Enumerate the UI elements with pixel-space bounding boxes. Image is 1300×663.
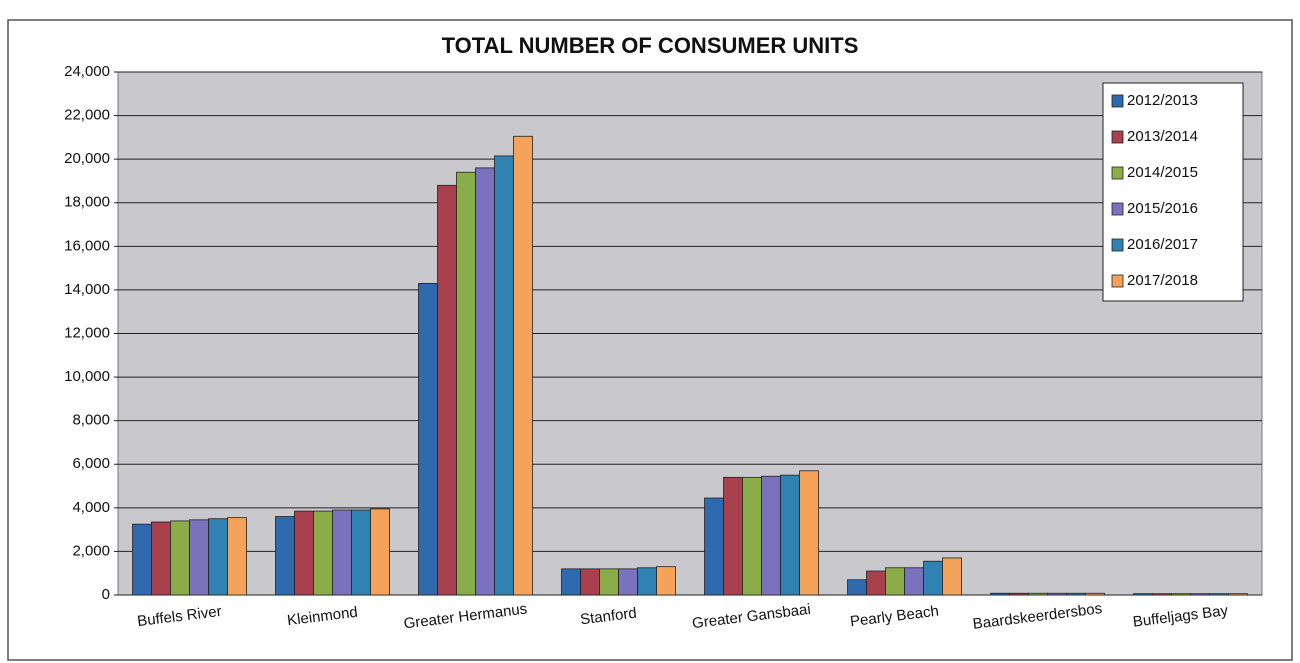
bar — [132, 523, 152, 596]
bar — [780, 474, 800, 596]
y-tick-label: 20,000 — [64, 150, 110, 167]
bar — [656, 566, 676, 596]
legend-swatch — [1111, 166, 1124, 180]
bar — [1028, 592, 1048, 596]
legend-swatch — [1111, 274, 1124, 288]
bar — [275, 516, 295, 596]
bar — [561, 568, 581, 596]
bar — [1171, 593, 1191, 596]
legend-label: 2015/2016 — [1127, 200, 1198, 217]
y-tick-label: 12,000 — [64, 324, 110, 341]
bar — [704, 497, 724, 596]
bar — [990, 592, 1010, 596]
bar — [761, 475, 781, 596]
bar — [494, 155, 514, 596]
bar — [1047, 592, 1067, 596]
legend-label: 2012/2013 — [1127, 92, 1198, 109]
bar — [885, 567, 905, 596]
bar — [618, 568, 638, 596]
legend-label: 2016/2017 — [1127, 236, 1198, 253]
y-tick-label: 10,000 — [64, 368, 110, 385]
y-tick-label: 6,000 — [72, 455, 110, 472]
bar — [370, 508, 390, 596]
bar — [847, 579, 867, 596]
y-tick-label: 8,000 — [72, 412, 110, 429]
bar — [475, 167, 495, 596]
y-tick-label: 2,000 — [72, 542, 110, 559]
bar — [351, 509, 371, 596]
bar — [513, 135, 533, 596]
bar — [294, 510, 314, 596]
bar — [151, 521, 171, 596]
bar — [1152, 593, 1172, 596]
bar — [437, 184, 457, 596]
bar — [313, 510, 333, 596]
y-tick-label: 14,000 — [64, 281, 110, 298]
chart-title: TOTAL NUMBER OF CONSUMER UNITS — [442, 33, 859, 58]
bar — [227, 517, 247, 596]
bar — [1228, 593, 1248, 596]
y-tick-label: 22,000 — [64, 107, 110, 124]
bar — [456, 171, 476, 596]
bar — [942, 557, 962, 596]
bar — [742, 476, 762, 596]
y-tick-label: 4,000 — [72, 499, 110, 516]
bar — [1190, 593, 1210, 596]
bar — [1066, 592, 1086, 596]
bar — [580, 568, 600, 596]
bar — [189, 519, 209, 596]
legend-swatch — [1111, 94, 1124, 108]
x-tick-label: Stanford — [579, 605, 637, 629]
bar — [1009, 592, 1029, 596]
legend-swatch — [1111, 130, 1124, 144]
legend-label: 2017/2018 — [1127, 272, 1198, 289]
bar — [637, 567, 657, 596]
y-tick-label: 18,000 — [64, 194, 110, 211]
bar — [418, 282, 438, 596]
y-tick-label: 0 — [102, 586, 110, 603]
y-tick-label: 16,000 — [64, 237, 110, 254]
bar — [599, 568, 619, 596]
bar — [1209, 593, 1229, 596]
bar — [170, 520, 190, 596]
legend-box — [1102, 82, 1244, 302]
bar — [866, 570, 886, 596]
legend-label: 2014/2015 — [1127, 164, 1198, 181]
bar — [723, 476, 743, 596]
bar — [332, 509, 352, 596]
y-tick-label: 24,000 — [64, 63, 110, 80]
legend-swatch — [1111, 238, 1124, 252]
bar — [1085, 592, 1105, 596]
legend-swatch — [1111, 202, 1124, 216]
bar — [923, 560, 943, 596]
legend-label: 2013/2014 — [1127, 128, 1198, 145]
bar — [904, 567, 924, 596]
bar — [208, 518, 228, 596]
bar — [1133, 593, 1153, 596]
bar — [799, 470, 819, 596]
